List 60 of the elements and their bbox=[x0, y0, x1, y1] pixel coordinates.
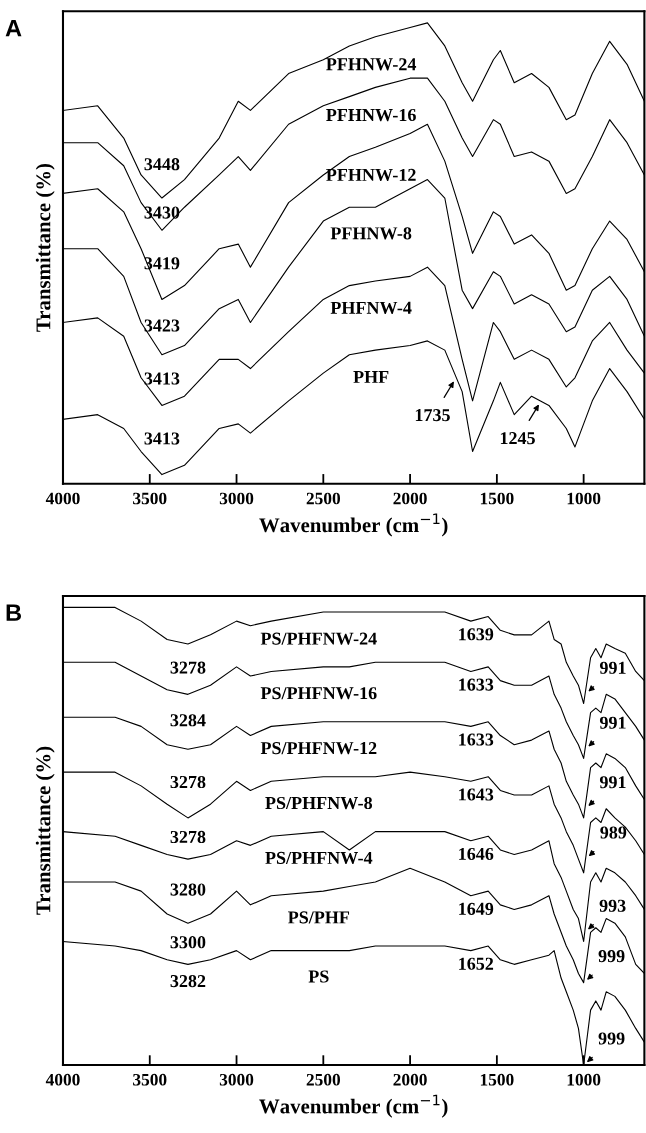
annotation: 1245 bbox=[500, 432, 535, 445]
x-tick-label: 3000 bbox=[219, 492, 254, 505]
x-tick-label: 4000 bbox=[45, 492, 80, 505]
annotation: 1633 bbox=[459, 733, 494, 746]
annotation: 3278 bbox=[170, 830, 206, 844]
chart-title: A bbox=[5, 20, 22, 37]
x-axis-title: Wavenumber (cm$^{−1}$) bbox=[259, 1094, 448, 1118]
series-label: PS/PHFNW-4 bbox=[265, 851, 373, 865]
annotation: 991 bbox=[599, 661, 626, 674]
series-label: PHFNW-4 bbox=[330, 301, 412, 314]
series-label: PFHNW-16 bbox=[326, 108, 416, 122]
x-tick-label: 3000 bbox=[219, 1073, 254, 1086]
annotation: 3280 bbox=[170, 883, 206, 896]
x-tick-label: 1000 bbox=[567, 492, 601, 505]
annotation: 991 bbox=[599, 776, 626, 789]
annotation: 3413 bbox=[144, 372, 180, 385]
x-tick-label: 3500 bbox=[133, 1073, 167, 1086]
y-axis-title: Transmittance (%) bbox=[35, 163, 55, 332]
annotation: 999 bbox=[598, 1032, 625, 1045]
annotation: 989 bbox=[600, 826, 627, 839]
x-tick-label: 1000 bbox=[567, 1073, 601, 1086]
series-label: PFHNW-8 bbox=[330, 227, 412, 240]
x-tick-label: 2000 bbox=[393, 492, 427, 505]
series-label: PS/PHFNW-16 bbox=[260, 687, 377, 700]
series-label: PS/PHFNW-12 bbox=[260, 742, 377, 755]
annotation: 3282 bbox=[170, 974, 206, 988]
annotation: 1633 bbox=[459, 678, 494, 691]
x-tick-label: 4000 bbox=[45, 1073, 80, 1086]
annotation: 1643 bbox=[459, 788, 494, 801]
x-tick-label: 2500 bbox=[306, 492, 341, 505]
series-label: PS/PHFNW-24 bbox=[260, 632, 377, 645]
annotation: 3413 bbox=[144, 432, 180, 445]
annotation: 3278 bbox=[170, 775, 206, 789]
annotation: 1735 bbox=[415, 409, 450, 422]
annotation: 3278 bbox=[170, 661, 206, 674]
annotation: 1652 bbox=[459, 957, 494, 970]
series-label: PS bbox=[308, 970, 329, 983]
annotation: 3300 bbox=[170, 936, 206, 949]
annotation: 3284 bbox=[170, 714, 206, 727]
chart-title: B bbox=[6, 604, 22, 621]
annotation: 999 bbox=[598, 950, 625, 963]
annotation: 1649 bbox=[459, 902, 494, 915]
series-label: PHF bbox=[353, 371, 389, 383]
annotation: 991 bbox=[599, 716, 626, 729]
y-axis-title: Transmittance (%) bbox=[35, 746, 55, 915]
series-label: PFHNW-24 bbox=[326, 58, 417, 71]
x-axis-title: Wavenumber (cm$^{−1}$) bbox=[259, 513, 448, 537]
x-tick-label: 3500 bbox=[133, 492, 167, 505]
series-label: PFHNW-12 bbox=[326, 168, 416, 182]
series-label: PS/PHF bbox=[288, 911, 350, 924]
annotation: 1646 bbox=[459, 847, 494, 861]
x-tick-label: 1500 bbox=[480, 492, 514, 505]
annotation: 1639 bbox=[459, 628, 494, 641]
annotation: 3423 bbox=[144, 319, 180, 332]
series-label: PS/PHFNW-8 bbox=[265, 796, 373, 810]
x-tick-label: 2000 bbox=[393, 1073, 427, 1086]
x-tick-label: 2500 bbox=[306, 1073, 341, 1086]
annotation: 3448 bbox=[144, 158, 180, 171]
annotation: 993 bbox=[599, 899, 626, 912]
x-tick-label: 1500 bbox=[480, 1073, 514, 1086]
